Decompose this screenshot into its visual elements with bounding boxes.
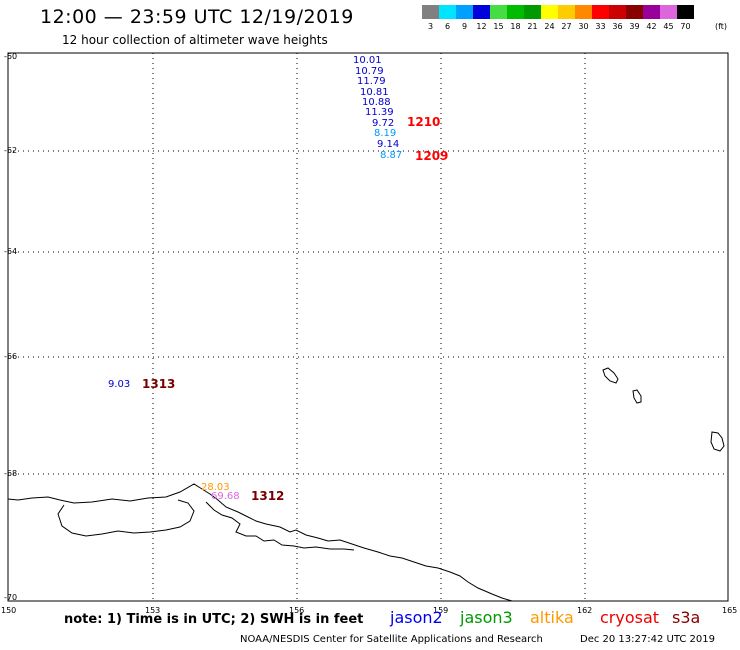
generation-timestamp: Dec 20 13:27:42 UTC 2019 xyxy=(580,634,715,645)
track-time-label: 1313 xyxy=(142,377,175,391)
observation-label: 28.03 xyxy=(201,482,230,493)
lat-label: -70 xyxy=(4,593,17,602)
ice-shelf-outline xyxy=(57,499,195,537)
antarctic-coastline xyxy=(7,483,513,602)
color-swatch xyxy=(643,5,660,19)
color-swatch-label: 42 xyxy=(646,22,657,31)
color-swatch xyxy=(592,5,609,19)
color-swatch-label: 3 xyxy=(427,22,434,31)
observation-label: 8.19 xyxy=(374,128,396,139)
satellite-legend-cryosat: cryosat xyxy=(600,608,660,627)
lat-label: -62 xyxy=(4,146,17,155)
coastal-inlet-outline xyxy=(205,501,355,551)
observation-label: 10.01 xyxy=(353,55,382,66)
color-swatch xyxy=(626,5,643,19)
map-title: 12:00 — 23:59 UTC 12/19/2019 xyxy=(40,6,354,28)
lat-label: -66 xyxy=(4,352,17,361)
lon-label: 150 xyxy=(1,606,16,615)
color-swatch-label: 24 xyxy=(544,22,555,31)
observation-label: 10.88 xyxy=(362,97,391,108)
lon-label: 156 xyxy=(289,606,304,615)
satellite-legend-altika: altika xyxy=(530,608,574,627)
satellite-legend-jason3: jason3 xyxy=(460,608,513,627)
observation-label: 9.72 xyxy=(372,118,394,129)
observation-label: 8.87 xyxy=(380,150,402,161)
color-swatch-label: 39 xyxy=(629,22,640,31)
color-swatch-label: 33 xyxy=(595,22,606,31)
lon-label: 162 xyxy=(577,606,592,615)
color-swatch xyxy=(524,5,541,19)
observation-label: 69.68 xyxy=(211,491,240,502)
color-swatch-label: 36 xyxy=(612,22,623,31)
color-swatch-label: 27 xyxy=(561,22,572,31)
footnote: note: 1) Time is in UTC; 2) SWH is in fe… xyxy=(64,612,364,627)
map-frame xyxy=(7,52,729,602)
credit-line: NOAA/NESDIS Center for Satellite Applica… xyxy=(240,634,543,645)
color-swatch-label: 21 xyxy=(527,22,538,31)
observation-label: 10.81 xyxy=(360,87,389,98)
observation-label: 9.03 xyxy=(108,379,130,390)
color-swatch xyxy=(609,5,626,19)
color-swatch xyxy=(677,5,694,19)
color-swatch xyxy=(558,5,575,19)
color-swatch-label: 70 xyxy=(680,22,691,31)
track-time-labels: 1210 1209 1313 1312 xyxy=(142,115,448,503)
lat-label: -64 xyxy=(4,247,17,256)
color-swatch xyxy=(660,5,677,19)
color-swatch xyxy=(575,5,592,19)
track-time-label: 1209 xyxy=(415,149,448,163)
legend-unit: (ft) xyxy=(715,22,728,31)
color-swatch xyxy=(456,5,473,19)
wave-height-observations: 10.01 10.79 11.79 10.81 10.88 11.39 9.72… xyxy=(108,55,402,502)
observation-label: 10.79 xyxy=(355,66,384,77)
lon-label: 165 xyxy=(722,606,737,615)
satellite-legend-jason2: jason2 xyxy=(390,608,443,627)
color-swatch xyxy=(473,5,490,19)
color-swatch-label: 6 xyxy=(444,22,451,31)
lon-label: 159 xyxy=(433,606,448,615)
track-time-label: 1312 xyxy=(251,489,284,503)
color-swatch xyxy=(422,5,439,19)
observation-label: 11.79 xyxy=(357,76,386,87)
observation-label: 9.14 xyxy=(377,139,399,150)
lat-label: -60 xyxy=(4,52,17,61)
color-swatch-label: 15 xyxy=(493,22,504,31)
color-swatch xyxy=(490,5,507,19)
color-swatch-label: 9 xyxy=(461,22,468,31)
satellite-legend-s3a: s3a xyxy=(672,608,701,627)
map-subtitle: 12 hour collection of altimeter wave hei… xyxy=(62,33,328,47)
island-north xyxy=(602,367,619,384)
color-swatch-label: 12 xyxy=(476,22,487,31)
island-middle xyxy=(632,389,642,404)
lat-label: -68 xyxy=(4,469,17,478)
graticule xyxy=(8,53,728,601)
color-swatch xyxy=(507,5,524,19)
lon-label: 153 xyxy=(145,606,160,615)
color-swatch xyxy=(541,5,558,19)
track-time-label: 1210 xyxy=(407,115,440,129)
island-south xyxy=(710,431,725,452)
observation-label: 11.39 xyxy=(365,107,394,118)
color-swatch xyxy=(439,5,456,19)
color-swatch-label: 18 xyxy=(510,22,521,31)
color-swatch-label: 30 xyxy=(578,22,589,31)
color-swatch-label: 45 xyxy=(663,22,674,31)
